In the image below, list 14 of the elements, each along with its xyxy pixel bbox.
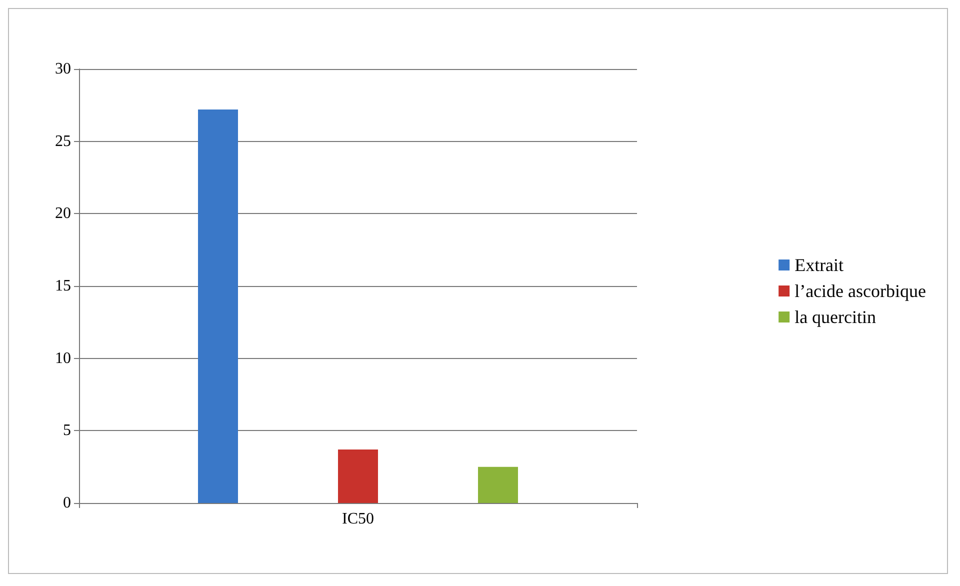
y-tick-label: 10	[55, 350, 71, 367]
bar	[198, 110, 238, 503]
legend-label: Extrait	[794, 255, 844, 275]
y-tick-label: 5	[63, 422, 71, 440]
x-tick-label: IC50	[342, 510, 374, 528]
y-tick-label: 20	[55, 205, 71, 222]
y-tick-label: 0	[63, 494, 71, 512]
y-tick-label: 30	[55, 60, 71, 78]
y-tick-label: 25	[55, 132, 71, 150]
bar	[338, 449, 378, 503]
legend-label: la quercitin	[794, 307, 876, 327]
bar	[478, 466, 518, 503]
y-tick-label: 15	[55, 278, 71, 294]
legend-label: l’acide ascorbique	[794, 281, 926, 301]
